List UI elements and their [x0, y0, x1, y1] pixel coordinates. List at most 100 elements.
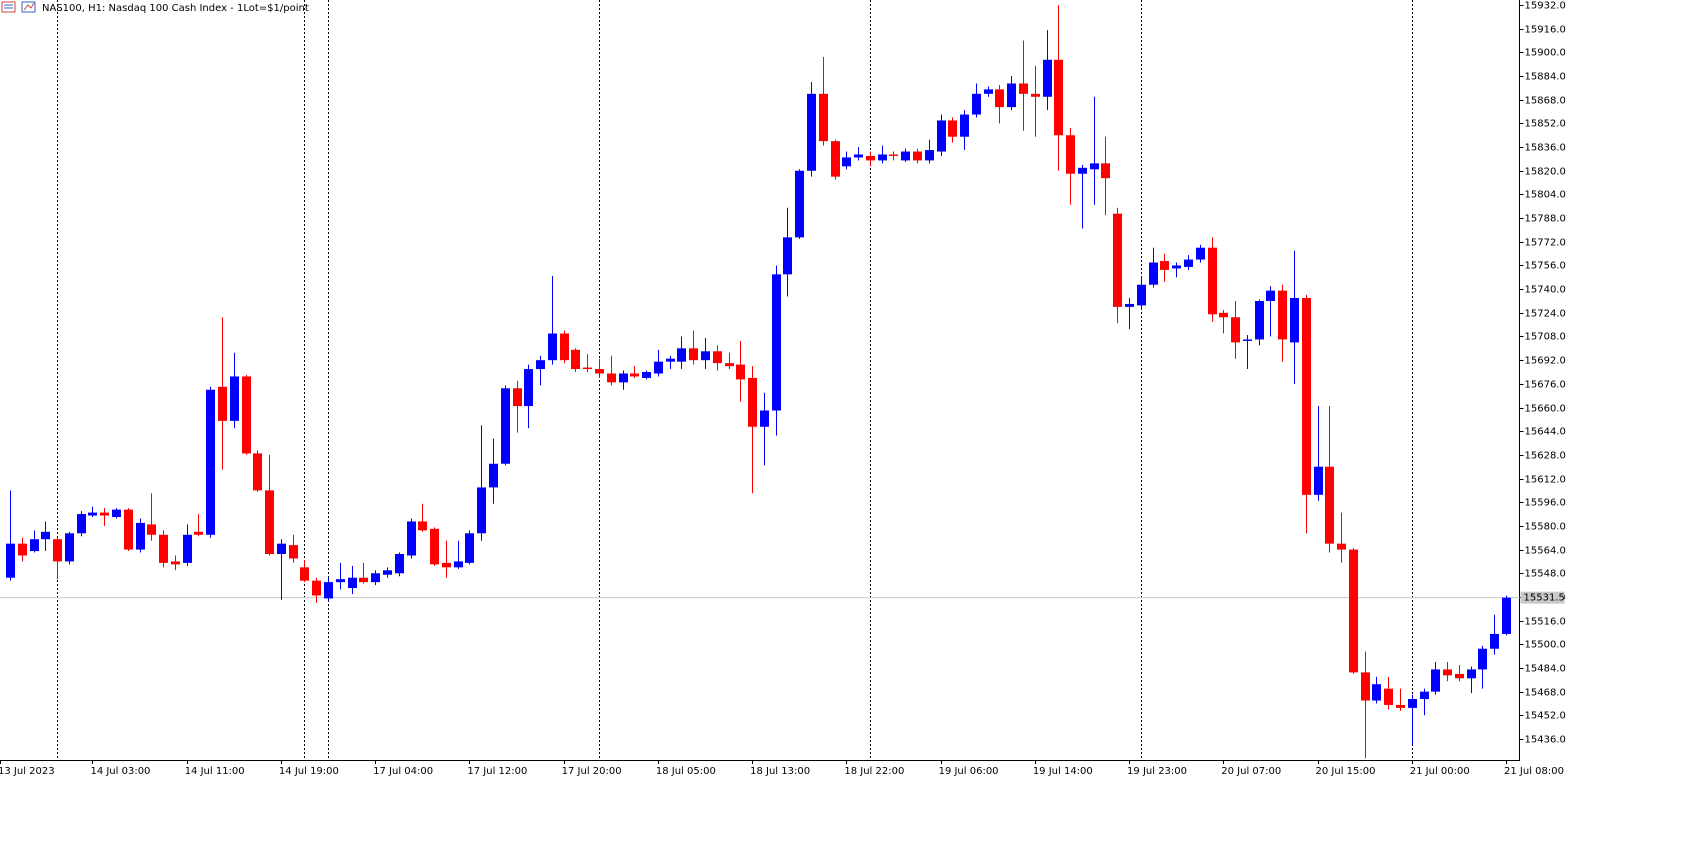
candle-body [407, 521, 416, 556]
candle-body [1007, 83, 1016, 108]
candle-body [1160, 261, 1169, 270]
candle-body [960, 114, 969, 137]
x-tick-label: 14 Jul 11:00 [185, 766, 245, 777]
candle-body [501, 388, 510, 464]
candle-body [571, 349, 580, 370]
y-tick-label: 15548.0 [1525, 569, 1566, 580]
candle-body [1408, 699, 1417, 708]
candle-body [1337, 543, 1346, 550]
candle-body [312, 580, 321, 596]
candle-body [1478, 648, 1487, 670]
candle-body [1420, 691, 1429, 700]
candle-body [253, 453, 262, 491]
candle-body [348, 577, 357, 589]
candle-body [630, 373, 639, 377]
candle-body [1219, 312, 1228, 318]
candle-body [878, 154, 887, 161]
y-tick-label: 15868.0 [1525, 96, 1566, 107]
candle-body [1455, 673, 1464, 679]
candle-body [136, 522, 145, 550]
candle-body [477, 487, 486, 534]
y-tick-label: 15468.0 [1525, 688, 1566, 699]
candle-body [772, 274, 781, 411]
candle-body [6, 543, 15, 578]
y-tick-label: 15500.0 [1525, 640, 1566, 651]
y-tick-label: 15900.0 [1525, 48, 1566, 59]
candle-body [1019, 83, 1028, 94]
x-tick-label: 17 Jul 04:00 [373, 766, 433, 777]
y-tick-label: 15724.0 [1525, 309, 1566, 320]
candle-body [583, 367, 592, 370]
candle-body [913, 151, 922, 161]
candle-body [524, 369, 533, 407]
candle-body [807, 93, 816, 171]
candle-body [324, 582, 333, 599]
y-tick-label: 15852.0 [1525, 119, 1566, 130]
candle-body [1066, 135, 1075, 174]
candle-body [854, 154, 863, 158]
candle-body [1078, 167, 1087, 174]
y-tick-label: 15676.0 [1525, 380, 1566, 391]
candle-body [1125, 303, 1134, 307]
candle-body [418, 521, 427, 531]
candle-body [1467, 669, 1476, 679]
candle-body [1031, 93, 1040, 97]
candle-body [218, 386, 227, 421]
candle-body [1172, 265, 1181, 269]
candle-body [1502, 597, 1511, 634]
candle-body [1196, 247, 1205, 260]
candle-body [1302, 298, 1311, 495]
candle-body [30, 539, 39, 552]
candle-body [65, 533, 74, 562]
candle-body [701, 351, 710, 361]
candle-body [748, 377, 757, 427]
y-tick-label: 15756.0 [1525, 261, 1566, 272]
candle-body [465, 533, 474, 563]
candle-body [430, 528, 439, 565]
candle-body [147, 524, 156, 535]
x-tick-label: 21 Jul 08:00 [1504, 766, 1564, 777]
candle-body [359, 577, 368, 583]
candle-body [831, 141, 840, 177]
candle-body [925, 150, 934, 161]
title-icons [1, 1, 36, 13]
y-tick-label: 15740.0 [1525, 285, 1566, 296]
candle-body [548, 333, 557, 361]
y-tick-label: 15644.0 [1525, 427, 1566, 438]
candle-body [819, 93, 828, 142]
candle-body [206, 389, 215, 535]
candle-body [289, 545, 298, 559]
candle-body [41, 531, 50, 540]
x-tick-label: 20 Jul 07:00 [1221, 766, 1281, 777]
candle-body [689, 348, 698, 361]
candle-body [795, 170, 804, 238]
candle-body [1113, 213, 1122, 307]
candle-body [395, 554, 404, 574]
candle-body [666, 358, 675, 362]
current-price-label: 15531.5 [1524, 593, 1565, 604]
icon [1, 1, 16, 13]
candle-body [1101, 163, 1110, 179]
candle-body [454, 561, 463, 568]
candle-body [560, 333, 569, 361]
candle-body [1372, 684, 1381, 701]
y-tick-label: 15820.0 [1525, 167, 1566, 178]
candle-body [1255, 300, 1264, 340]
candle-body [277, 543, 286, 555]
candle-body [112, 509, 121, 518]
candle-body [171, 561, 180, 565]
candle-body [1090, 163, 1099, 170]
candle-body [607, 373, 616, 383]
y-tick-label: 15660.0 [1525, 404, 1566, 415]
candle-body [783, 237, 792, 275]
x-tick-label: 19 Jul 23:00 [1127, 766, 1187, 777]
candle-body [1314, 466, 1323, 495]
x-tick-label: 13 Jul 2023 [0, 766, 55, 777]
y-tick-label: 15884.0 [1525, 72, 1566, 83]
y-tick-label: 15788.0 [1525, 214, 1566, 225]
chart-title: NAS100, H1: Nasdaq 100 Cash Index - 1Lot… [42, 3, 309, 14]
y-tick-label: 15804.0 [1525, 190, 1566, 201]
y-tick-label: 15692.0 [1525, 356, 1566, 367]
